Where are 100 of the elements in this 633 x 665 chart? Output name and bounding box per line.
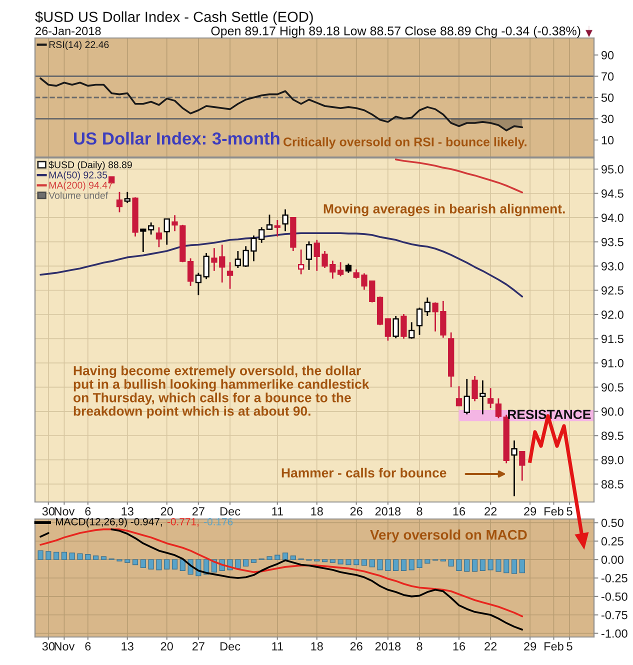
bar <box>338 559 344 564</box>
x-tick-label: 8 <box>416 507 422 516</box>
y-tick-label: -0.50 <box>601 592 628 601</box>
y-tick-label: 88.5 <box>601 480 624 488</box>
y-tick-label: 89.0 <box>601 456 624 464</box>
legend-label: MACD(12,26,9) -0.947, <box>56 518 162 528</box>
candlestick <box>487 387 494 409</box>
bar <box>496 559 502 572</box>
bar <box>172 559 178 570</box>
candlestick <box>384 318 391 342</box>
candlestick <box>480 380 486 415</box>
bar <box>464 559 470 572</box>
x-tick-label: 6 <box>85 507 91 516</box>
x-tick-label: 2018 <box>375 642 401 651</box>
candlestick <box>203 252 210 280</box>
candlestick <box>298 248 304 275</box>
candlestick <box>511 440 518 497</box>
candlestick <box>116 191 123 213</box>
bar <box>124 559 130 563</box>
x-tick-label: 29 <box>524 642 536 651</box>
bar <box>243 559 249 567</box>
annotation: Very oversold on MACD <box>370 530 527 542</box>
x-tick-label: Feb <box>544 506 564 516</box>
candlestick <box>392 315 399 339</box>
candlestick <box>140 228 146 253</box>
x-tick-label: Nov <box>54 642 75 651</box>
candlestick <box>148 222 154 236</box>
annotation: Hammer - calls for bounce <box>282 468 446 478</box>
legend-label: Volume undef <box>48 192 108 199</box>
x-tick-label: 18 <box>311 507 323 516</box>
y-tick-label: 89.5 <box>601 432 624 440</box>
x-tick-label: Feb <box>544 642 564 651</box>
candlestick <box>416 307 423 336</box>
x-tick-label: 27 <box>192 507 204 516</box>
line-series <box>394 158 524 194</box>
x-tick-label: 8 <box>416 642 422 651</box>
candlestick <box>124 191 130 204</box>
candlestick <box>187 258 194 287</box>
legend-label: MA(50) 92.35 <box>49 171 108 180</box>
bar <box>282 552 288 560</box>
bar <box>504 559 510 574</box>
y-tick-label: 94.5 <box>602 189 624 198</box>
bar <box>61 552 68 560</box>
candlestick <box>408 322 415 340</box>
x-tick-label: Dec <box>220 507 240 516</box>
bar <box>46 551 52 560</box>
candlestick <box>337 261 344 277</box>
bar <box>69 552 75 560</box>
x-tick-label: 26 <box>350 507 362 516</box>
bar <box>448 559 454 567</box>
x-tick-label: 30 <box>42 507 55 516</box>
x-tick-label: 13 <box>122 507 134 516</box>
bar <box>38 550 44 560</box>
x-tick-label: 13 <box>122 642 134 651</box>
y-tick-label: 91.0 <box>602 358 624 368</box>
x-tick-label: Nov <box>54 507 75 516</box>
x-tick-label: 18 <box>311 642 323 651</box>
bar <box>148 559 154 570</box>
line-series <box>40 77 524 132</box>
bar <box>369 559 375 568</box>
candlestick <box>226 261 234 290</box>
bar <box>511 559 518 574</box>
y-tick-label: 90.0 <box>602 407 624 416</box>
bar <box>180 559 186 571</box>
candlestick <box>472 375 478 402</box>
bar <box>290 556 296 560</box>
bar <box>140 559 146 568</box>
candlestick <box>495 398 502 419</box>
x-tick-label: 16 <box>453 507 466 516</box>
bar <box>472 559 478 572</box>
bar <box>54 552 60 560</box>
annotation: Critically oversold on RSI - bounce likely. <box>284 137 526 149</box>
text: -0.176 <box>204 518 233 526</box>
bar <box>488 559 494 570</box>
bar <box>519 559 525 574</box>
candlestick <box>282 208 288 232</box>
candlestick <box>274 219 280 238</box>
x-tick-label: 11 <box>272 507 283 516</box>
x-tick-label: 22 <box>484 642 497 650</box>
y-tick-label: 30 <box>601 114 614 124</box>
y-tick-label: -0.75 <box>601 610 628 620</box>
y-tick-label: 93.0 <box>602 262 624 270</box>
x-tick-label: 5 <box>566 642 572 651</box>
x-tick-label: Dec <box>220 642 240 651</box>
text: Open 89.17 High 89.18 Low 88.57 Close 88.89 Chg -0.34 (-0.38%) <box>211 26 580 38</box>
y-tick-label: 50 <box>601 94 614 102</box>
bar <box>132 559 138 566</box>
bar <box>354 559 360 566</box>
bar <box>480 559 486 571</box>
x-tick-label: 29 <box>524 507 536 516</box>
candlestick <box>195 272 202 296</box>
bar <box>377 559 383 570</box>
candlestick <box>456 386 462 407</box>
y-tick-label: 10 <box>602 136 614 144</box>
y-tick-label: 92.5 <box>602 286 624 295</box>
annotation: US Dollar Index: 3-month <box>74 132 280 145</box>
candlestick <box>266 214 273 230</box>
bar <box>456 559 462 571</box>
x-tick-label: 5 <box>566 507 572 516</box>
candlestick <box>306 240 312 271</box>
